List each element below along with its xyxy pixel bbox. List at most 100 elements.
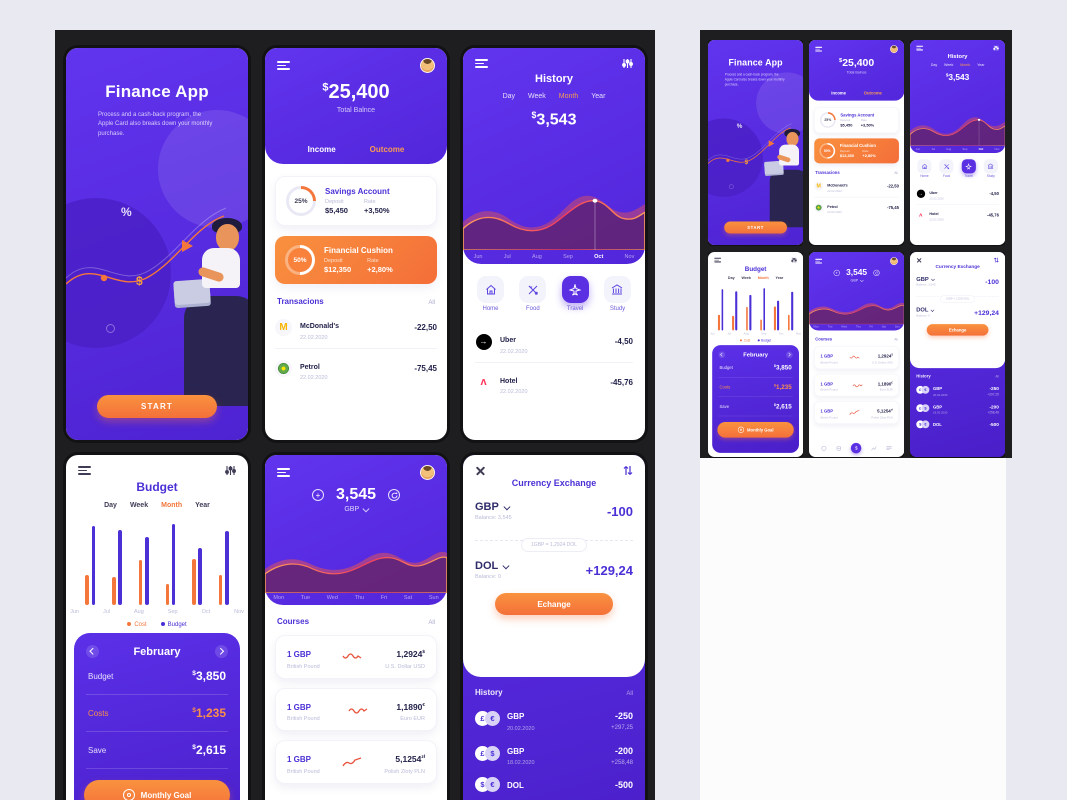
transaction-row[interactable]: M McDonald's 22.02.2020 -22,50: [275, 308, 437, 349]
menu-icon[interactable]: [475, 59, 488, 68]
tab-outcome[interactable]: Outcome: [369, 145, 405, 154]
start-button[interactable]: START: [97, 395, 217, 418]
tab-outcome[interactable]: Outcome: [863, 90, 882, 96]
category-study[interactable]: Study: [983, 159, 998, 178]
all-link[interactable]: All: [626, 691, 633, 697]
menu-icon[interactable]: [714, 257, 722, 263]
course-row[interactable]: 1 GBP British Pound 1,1890€ Euro EUR: [275, 687, 437, 731]
transaction-row[interactable]: → Uber 22.02.2020 -4,50: [916, 183, 999, 205]
from-currency-select[interactable]: GBP: [475, 501, 512, 513]
category-study[interactable]: Study: [603, 276, 631, 312]
all-link[interactable]: All: [995, 375, 999, 379]
avatar[interactable]: [420, 465, 435, 480]
filter-icon[interactable]: [791, 257, 797, 263]
course-row[interactable]: 1 GBP British Pound 1,2924$ U.S. Dollar US…: [275, 635, 437, 679]
add-funds-icon[interactable]: +: [833, 269, 840, 277]
from-amount[interactable]: -100: [985, 277, 999, 286]
all-link[interactable]: All: [428, 300, 435, 306]
to-amount[interactable]: +129,24: [585, 562, 633, 578]
transaction-row[interactable]: M McDonald's 22.02.2020 -22,50: [814, 176, 899, 198]
close-icon[interactable]: [475, 465, 486, 476]
transaction-row[interactable]: ʌ Hotel 22.02.2020 -45,76: [916, 204, 999, 225]
menu-icon[interactable]: [277, 468, 290, 477]
from-amount[interactable]: -100: [606, 503, 633, 519]
menu-icon[interactable]: [78, 466, 91, 475]
tab-year[interactable]: Year: [591, 93, 606, 100]
menu-icon[interactable]: [815, 46, 823, 52]
prev-month-icon[interactable]: [718, 351, 726, 359]
menu-icon[interactable]: [815, 258, 823, 264]
tab-week[interactable]: Week: [944, 63, 954, 68]
to-amount[interactable]: +129,24: [974, 308, 999, 317]
tab-income[interactable]: Income: [307, 145, 336, 154]
tab-day[interactable]: Day: [727, 276, 735, 281]
tab-year[interactable]: Year: [195, 502, 210, 509]
transaction-row[interactable]: → Uber 22.02.2020 -4,50: [475, 322, 633, 363]
tab-year[interactable]: Year: [977, 63, 985, 68]
exchange-history-row[interactable]: £ $ GBP 18.02.2020 -200 +258,48: [916, 401, 999, 415]
to-currency-select[interactable]: DOL: [475, 560, 510, 572]
filter-icon[interactable]: [993, 45, 999, 51]
nav-coin-icon[interactable]: [821, 445, 827, 451]
monthly-goal-button[interactable]: Monthly Goal: [717, 421, 794, 438]
exchange-history-row[interactable]: £ € GBP 20.02.2020 -250 +297,25: [916, 383, 999, 397]
to-currency-select[interactable]: DOL: [916, 307, 935, 313]
currency-select[interactable]: GBP: [265, 505, 447, 513]
tab-week[interactable]: Week: [129, 502, 149, 509]
swap-icon[interactable]: [993, 257, 999, 263]
tab-month[interactable]: Month: [960, 63, 971, 68]
category-travel[interactable]: Travel: [961, 159, 976, 178]
nav-chart-icon[interactable]: [871, 445, 877, 451]
currency-select[interactable]: GBP: [809, 278, 904, 282]
tab-day[interactable]: Day: [502, 93, 516, 100]
from-currency-select[interactable]: GBP: [916, 276, 935, 282]
swap-icon[interactable]: [623, 465, 633, 476]
next-month-icon[interactable]: [214, 645, 228, 658]
category-food[interactable]: Food: [519, 276, 547, 312]
course-row[interactable]: 1 GBP British Pound 5,1254zł Polish Zloty …: [275, 740, 437, 784]
menu-icon[interactable]: [916, 45, 924, 51]
nav-menu-icon[interactable]: [886, 446, 892, 451]
start-button[interactable]: START: [724, 221, 787, 234]
financial-cushion-card[interactable]: 50% Financial Cushion Deposit $12,350 Rat…: [275, 236, 437, 284]
transaction-row[interactable]: Petrol 22.02.2020 -75,45: [275, 349, 437, 389]
all-link[interactable]: All: [428, 620, 435, 626]
menu-icon[interactable]: [277, 61, 290, 70]
nav-main-button[interactable]: $: [851, 442, 862, 454]
exchange-history-row[interactable]: £ $ GBP 18.02.2020 -200 +258,48: [475, 741, 633, 766]
tab-year[interactable]: Year: [775, 276, 784, 281]
savings-account-card[interactable]: 25% Savings Account Deposit $5,450 Rate +3…: [275, 176, 437, 226]
all-link[interactable]: All: [894, 171, 898, 175]
tab-month[interactable]: Month: [161, 502, 183, 509]
monthly-goal-button[interactable]: Monthly Goal: [84, 780, 230, 800]
prev-month-icon[interactable]: [86, 645, 99, 658]
filter-icon[interactable]: [622, 58, 633, 69]
category-travel[interactable]: Travel: [561, 276, 589, 312]
tab-week[interactable]: Week: [528, 93, 546, 100]
next-month-icon[interactable]: [785, 351, 793, 359]
refresh-icon[interactable]: [388, 489, 401, 501]
tab-income[interactable]: Income: [831, 90, 846, 96]
exchange-history-row[interactable]: $ € DOL -500: [475, 775, 633, 795]
transaction-row[interactable]: Petrol 22.02.2020 -75,45: [814, 197, 899, 218]
exchange-history-row[interactable]: £ € GBP 20.02.2020 -250 +297,25: [475, 706, 633, 732]
exchange-history-row[interactable]: $ € DOL -500: [916, 419, 999, 429]
course-row[interactable]: 1 GBP British Pound 1,2924$ U.S. Dollar US…: [814, 346, 899, 369]
category-home[interactable]: Home: [917, 159, 932, 178]
avatar[interactable]: [890, 257, 898, 266]
refresh-icon[interactable]: [873, 269, 880, 277]
tab-month[interactable]: Month: [757, 276, 769, 281]
avatar[interactable]: [890, 45, 898, 54]
course-row[interactable]: 1 GBP British Pound 1,1890€ Euro EUR: [814, 373, 899, 397]
tab-day[interactable]: Day: [104, 502, 117, 509]
category-home[interactable]: Home: [477, 276, 504, 312]
exchange-button[interactable]: Echange: [495, 593, 613, 615]
savings-account-card[interactable]: 25% Savings Account Deposit $5,450 Rate +3…: [814, 106, 899, 134]
transaction-row[interactable]: ʌ Hotel 22.02.2020 -45,76: [475, 363, 633, 403]
all-link[interactable]: All: [894, 338, 898, 342]
financial-cushion-card[interactable]: 50% Financial Cushion Deposit $12,350 Rat…: [814, 138, 899, 164]
exchange-button[interactable]: Echange: [926, 324, 989, 336]
course-row[interactable]: 1 GBP British Pound 5,1254zł Polish Zloty …: [814, 401, 899, 424]
close-icon[interactable]: [916, 257, 922, 263]
tab-day[interactable]: Day: [930, 63, 938, 68]
